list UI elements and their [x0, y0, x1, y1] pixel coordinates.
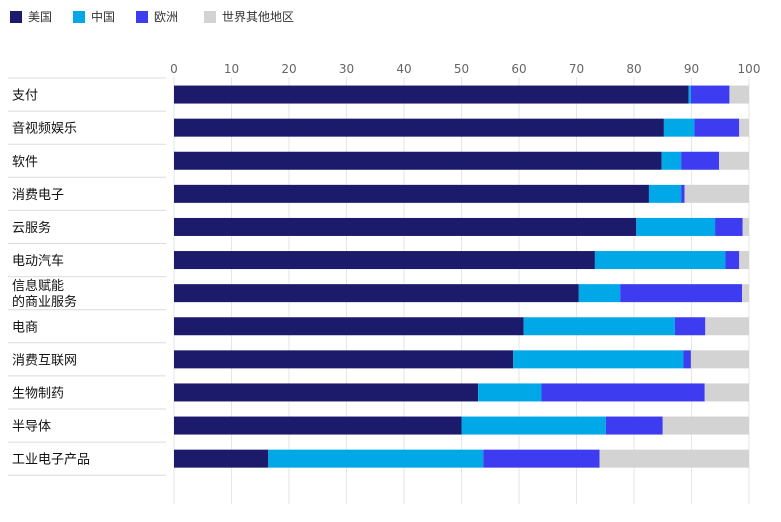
bar-9-3: [704, 383, 749, 402]
bar-0-3: [729, 85, 749, 104]
legend: 美国 中国 欧洲 世界其他地区: [10, 9, 294, 24]
legend-swatch-1: [73, 11, 85, 23]
tick-label-100: 100: [738, 62, 761, 76]
bar-3-3: [684, 184, 749, 203]
bar-10-3: [662, 416, 749, 435]
category-label-8: 消费互联网: [12, 353, 77, 368]
bar-9-0: [174, 383, 479, 402]
legend-label-2: 欧洲: [154, 10, 178, 24]
bar-1-1: [663, 118, 695, 137]
bar-11-2: [483, 449, 600, 468]
bar-5-2: [725, 251, 740, 270]
bar-6-1: [578, 284, 621, 303]
tick-label-90: 90: [684, 62, 699, 76]
legend-swatch-2: [136, 11, 148, 23]
tick-label-30: 30: [339, 62, 354, 76]
bar-2-1: [661, 151, 682, 170]
bar-7-0: [174, 317, 524, 336]
bar-4-2: [715, 217, 743, 236]
category-label-2: 软件: [12, 155, 38, 170]
category-label-5: 电动汽车: [12, 253, 64, 269]
category-label-11: 工业电子产品: [12, 453, 90, 468]
bar-7-2: [674, 317, 706, 336]
bar-6-2: [620, 284, 743, 303]
tick-label-10: 10: [224, 62, 239, 76]
bar-1-3: [739, 118, 749, 137]
category-label-7: 电商: [12, 320, 38, 335]
bar-9-1: [478, 383, 542, 402]
bar-0-2: [690, 85, 730, 104]
bar-2-0: [174, 151, 662, 170]
bar-5-3: [739, 251, 749, 270]
category-label-10: 半导体: [12, 420, 51, 435]
x-axis-ticks: 0 10 20 30 40 50 60 70 80 90 100: [170, 62, 760, 76]
bar-0-0: [174, 85, 689, 104]
bar-5-1: [594, 251, 726, 270]
category-labels: 支付音视频娱乐软件消费电子云服务电动汽车信息赋能的商业服务电商消费互联网生物制药…: [12, 89, 90, 468]
bar-11-3: [599, 449, 749, 468]
bar-8-0: [174, 350, 514, 369]
bar-7-1: [523, 317, 675, 336]
legend-swatch-3: [204, 11, 216, 23]
category-label-9: 生物制药: [12, 386, 64, 401]
bar-5-0: [174, 251, 595, 270]
bar-8-2: [683, 350, 691, 369]
bar-8-1: [513, 350, 684, 369]
tick-label-40: 40: [396, 62, 411, 76]
bar-6-0: [174, 284, 579, 303]
row-separators: [8, 77, 166, 476]
bar-8-3: [690, 350, 749, 369]
bar-1-0: [174, 118, 664, 137]
bar-9-2: [541, 383, 705, 402]
bar-10-1: [461, 416, 606, 435]
bar-10-2: [605, 416, 663, 435]
tick-label-20: 20: [281, 62, 296, 76]
bar-1-2: [694, 118, 740, 137]
bar-11-0: [174, 449, 269, 468]
tick-label-70: 70: [569, 62, 584, 76]
category-label-6: 信息赋能的商业服务: [12, 278, 77, 310]
category-label-3: 消费电子: [12, 188, 64, 203]
legend-label-3: 世界其他地区: [222, 10, 294, 24]
category-label-1: 音视频娱乐: [12, 121, 77, 137]
bars: [174, 85, 749, 468]
bar-2-3: [719, 151, 749, 170]
legend-label-0: 美国: [28, 10, 52, 24]
bar-3-2: [681, 184, 685, 203]
legend-label-1: 中国: [91, 9, 115, 24]
legend-swatch-0: [10, 11, 22, 23]
tick-label-80: 80: [626, 62, 641, 76]
bar-7-3: [705, 317, 749, 336]
bar-4-0: [174, 217, 637, 236]
category-label-4: 云服务: [12, 220, 51, 236]
bar-6-3: [742, 284, 749, 303]
bar-4-1: [636, 217, 716, 236]
category-label-0: 支付: [12, 89, 38, 104]
tick-label-50: 50: [454, 62, 469, 76]
bar-2-2: [681, 151, 720, 170]
tick-label-0: 0: [170, 62, 178, 76]
bar-11-1: [268, 449, 484, 468]
bar-10-0: [174, 416, 462, 435]
bar-3-0: [174, 184, 649, 203]
bar-4-3: [742, 217, 749, 236]
tick-label-60: 60: [511, 62, 526, 76]
bar-0-1: [688, 85, 691, 104]
bar-3-1: [648, 184, 682, 203]
